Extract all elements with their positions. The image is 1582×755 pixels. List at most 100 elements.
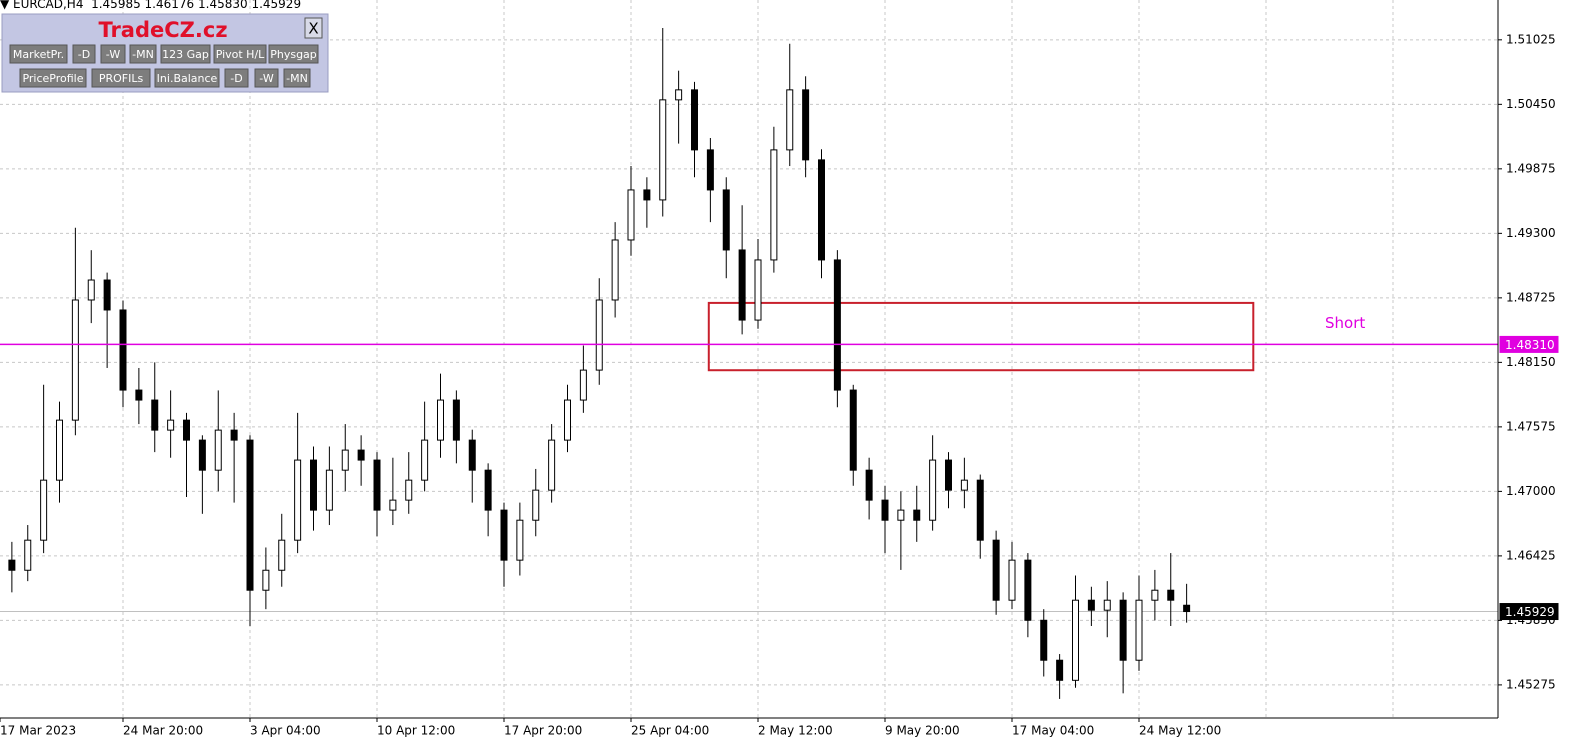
candle-body	[437, 399, 444, 441]
candle-body	[595, 299, 603, 371]
panel-button-label: -MN	[286, 72, 308, 85]
x-tick-label: 24 Mar 20:00	[123, 724, 203, 738]
panel-button-label: 123 Gap	[162, 48, 209, 61]
candle-body	[548, 439, 556, 491]
candle-body	[294, 459, 302, 541]
panel-button[interactable]	[224, 68, 249, 88]
x-tick-label: 9 May 20:00	[885, 724, 960, 738]
candle-body	[325, 469, 333, 511]
candle-body	[389, 499, 397, 511]
panel-button[interactable]	[213, 44, 267, 64]
candle-body	[849, 389, 857, 471]
x-tick-label: 25 Apr 04:00	[631, 724, 709, 738]
candle-body	[87, 279, 95, 301]
candle-body	[1167, 589, 1175, 601]
candle-body	[1151, 589, 1159, 601]
candle-body	[341, 449, 349, 471]
panel-button[interactable]	[100, 44, 126, 64]
ohlc: 1.45929	[251, 0, 302, 11]
candle-body	[754, 259, 762, 321]
candle-body	[1087, 599, 1095, 611]
candle-body	[1072, 599, 1079, 681]
close-button[interactable]	[304, 17, 323, 39]
panel-button-label: MarketPr.	[13, 48, 64, 61]
panel-button[interactable]	[129, 44, 157, 64]
candle-body	[262, 569, 270, 591]
candle-body	[1135, 599, 1143, 661]
candle-body	[24, 539, 32, 571]
x-tick-label: 17 Apr 20:00	[504, 724, 582, 738]
candle-body	[405, 479, 413, 501]
candle-body	[357, 449, 365, 461]
x-tick-label: 2 May 12:00	[758, 724, 833, 738]
candle-body	[1008, 559, 1016, 601]
panel-button-label: -D	[78, 48, 90, 61]
x-tick-label: 10 Apr 12:00	[377, 724, 455, 738]
x-tick-label: 17 Mar 2023	[0, 724, 76, 738]
y-tick-label: 1.48150	[1506, 355, 1556, 369]
candle-body	[119, 309, 127, 391]
panel-button[interactable]	[254, 68, 279, 88]
candle-body	[611, 239, 619, 301]
ohlc: 1.45985	[91, 0, 141, 11]
candle-body	[833, 259, 841, 391]
candle-body	[40, 479, 48, 541]
candle-body	[691, 89, 698, 151]
candle-body	[421, 439, 429, 481]
y-tick-label: 1.48725	[1506, 290, 1556, 304]
control-panel: TradeCZ.cz X MarketPr. -D -W -MN 123 Gap Pivot …	[1, 13, 329, 93]
candle-body	[913, 509, 921, 521]
candle-body	[71, 299, 79, 421]
candle-body	[151, 399, 159, 431]
candle-body	[103, 279, 111, 311]
panel-button[interactable]	[154, 68, 220, 88]
y-tick-label: 1.51025	[1506, 32, 1556, 46]
candle-body	[1103, 599, 1111, 611]
hline-price-label: 1.48310	[1505, 338, 1555, 352]
candle-body	[564, 399, 571, 441]
panel-button-label: -W	[106, 48, 121, 61]
candle-body	[643, 189, 651, 201]
candle-body	[198, 439, 206, 471]
candle-body	[976, 479, 984, 541]
x-tick-label: 3 Apr 04:00	[250, 724, 321, 738]
candle-body	[627, 189, 635, 241]
panel-button[interactable]	[9, 44, 68, 64]
panel-button[interactable]	[283, 68, 311, 88]
candle-body	[1024, 559, 1032, 621]
candle-body	[945, 459, 952, 491]
candle-body	[1183, 604, 1191, 613]
candle-body	[802, 89, 810, 161]
candle-body	[960, 479, 968, 491]
chart-header: ▼ EURCAD,H4 1.45985 1.46176 1.45830 1.45…	[0, 0, 301, 11]
panel-button[interactable]	[72, 44, 96, 64]
candle-body	[770, 149, 778, 261]
candle-body	[310, 459, 317, 511]
candle-body	[1040, 619, 1048, 661]
candle-body	[516, 519, 524, 561]
panel-button[interactable]	[19, 68, 87, 88]
y-tick-label: 1.45275	[1506, 677, 1556, 691]
panel-button[interactable]	[268, 44, 319, 64]
line-label: Short	[1325, 314, 1365, 332]
candle-body	[659, 99, 667, 201]
candle-body	[500, 509, 508, 561]
candle-body	[246, 439, 254, 591]
current-price-label-box	[1499, 603, 1559, 621]
panel-button[interactable]	[160, 44, 211, 64]
candle-body	[278, 539, 286, 571]
current-price-label: 1.45929	[1505, 605, 1555, 619]
candle-body	[706, 149, 714, 191]
candle-body	[373, 459, 381, 511]
candle-body	[8, 559, 16, 571]
candle-body	[1119, 599, 1127, 661]
candle-body	[167, 419, 175, 431]
panel-button[interactable]	[91, 68, 151, 88]
candle-body	[452, 399, 460, 441]
ohlc: 1.46176	[144, 0, 195, 11]
candle-body	[818, 159, 825, 261]
panel-button-label: -D	[230, 72, 242, 85]
candle-body	[468, 439, 476, 471]
candle-body	[722, 189, 730, 251]
